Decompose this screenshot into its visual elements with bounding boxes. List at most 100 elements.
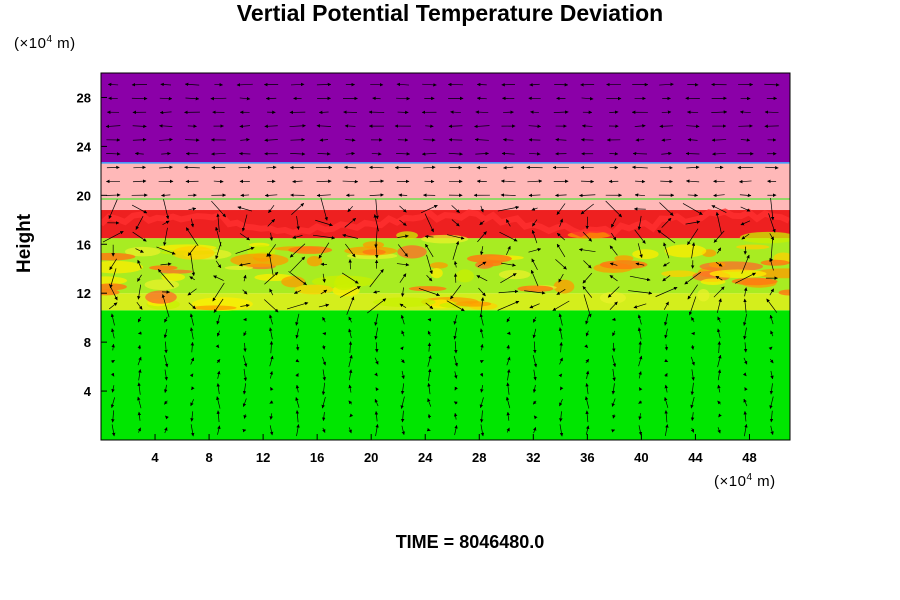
wind-vector: [500, 193, 516, 197]
texture-blob: [553, 279, 575, 294]
wind-vector: [475, 151, 489, 156]
wind-vector: [741, 233, 750, 240]
wind-vector: [532, 328, 537, 339]
wind-vector: [348, 341, 353, 354]
texture-blob: [161, 273, 186, 282]
wind-vector: [401, 359, 405, 364]
wind-vector: [713, 286, 725, 298]
wind-vector: [659, 202, 674, 216]
wind-vector: [505, 219, 511, 227]
wind-vector: [422, 83, 437, 87]
wind-vector: [213, 179, 224, 184]
wind-vector: [239, 124, 250, 129]
wind-vector: [243, 274, 247, 282]
wind-vector: [348, 400, 353, 405]
wind-vector: [634, 124, 646, 128]
wind-vector: [585, 370, 590, 379]
wind-vector: [716, 328, 721, 339]
wind-vector: [769, 314, 774, 325]
wind-vector: [580, 203, 594, 215]
wind-vector: [399, 273, 407, 283]
wind-vector: [318, 242, 330, 259]
wind-vector: [711, 205, 727, 213]
wind-vector: [691, 242, 696, 259]
wind-vector: [743, 298, 747, 313]
wind-vector: [216, 383, 220, 395]
wind-vector: [633, 303, 647, 309]
wind-vector: [264, 299, 279, 313]
wind-vector: [163, 227, 168, 246]
wind-vector: [110, 313, 115, 326]
wind-vector: [239, 96, 251, 101]
wind-vector: [686, 165, 700, 170]
texture-streak: [466, 254, 512, 264]
wind-vector: [717, 369, 722, 381]
wind-vector: [372, 96, 381, 101]
wind-vector: [717, 341, 722, 354]
wind-vector: [582, 231, 592, 242]
wind-vector: [345, 243, 356, 258]
wind-vector: [111, 424, 116, 437]
wind-vector: [454, 386, 458, 391]
wind-vector: [163, 384, 168, 393]
wind-vector: [506, 369, 511, 381]
wind-vector: [375, 342, 379, 353]
wind-vector: [375, 423, 379, 437]
wind-vector: [739, 110, 751, 114]
wind-vector: [135, 248, 144, 253]
wind-vector: [740, 206, 751, 212]
wind-vector: [499, 231, 518, 242]
wind-vector: [611, 398, 616, 407]
wind-vector: [400, 314, 405, 325]
wind-vector: [426, 427, 431, 432]
wind-vector: [743, 287, 748, 297]
wind-vector: [374, 372, 378, 377]
wind-vector: [480, 246, 484, 256]
wind-vector: [612, 414, 616, 419]
wind-vector: [718, 413, 722, 418]
wind-vector: [398, 193, 408, 197]
wind-vector: [296, 424, 300, 437]
wind-vector: [764, 83, 780, 87]
wind-vector: [190, 218, 195, 228]
wind-vector: [109, 258, 117, 271]
wind-vector: [585, 358, 590, 364]
wind-vector: [506, 356, 511, 366]
wind-vector: [584, 344, 589, 348]
wind-vector: [427, 398, 432, 407]
wind-vector: [685, 220, 701, 225]
wind-vector: [296, 216, 300, 230]
wind-vector: [690, 356, 695, 366]
wind-vector: [637, 314, 642, 325]
wind-vector: [216, 330, 221, 337]
wind-vector: [160, 262, 172, 266]
wind-vector: [164, 369, 168, 381]
wind-vector: [664, 313, 669, 326]
wind-vector: [687, 138, 698, 142]
wind-vector: [110, 372, 115, 377]
wind-vector: [743, 313, 748, 326]
wind-vector: [717, 427, 721, 434]
wind-vector: [137, 356, 142, 366]
wind-vector: [609, 275, 618, 282]
y-tick-label: 4: [84, 384, 92, 399]
wind-vector: [612, 342, 616, 353]
wind-vector: [138, 331, 142, 335]
wind-vector: [501, 151, 515, 156]
wind-vector: [611, 383, 616, 395]
wind-vector: [108, 302, 118, 310]
texture-blob: [614, 255, 634, 262]
wind-vector: [717, 247, 722, 254]
wind-vector: [713, 193, 725, 198]
wind-vector: [399, 346, 404, 351]
wind-vector: [348, 384, 352, 393]
y-tick-label: 20: [77, 188, 91, 203]
wind-vector: [345, 138, 356, 142]
wind-vector: [664, 328, 668, 339]
wind-vector: [418, 288, 440, 297]
wind-vector: [685, 179, 700, 183]
wind-vector: [559, 357, 563, 365]
wind-vector: [191, 386, 195, 391]
wind-vector: [136, 301, 143, 310]
wind-vector: [320, 197, 328, 221]
